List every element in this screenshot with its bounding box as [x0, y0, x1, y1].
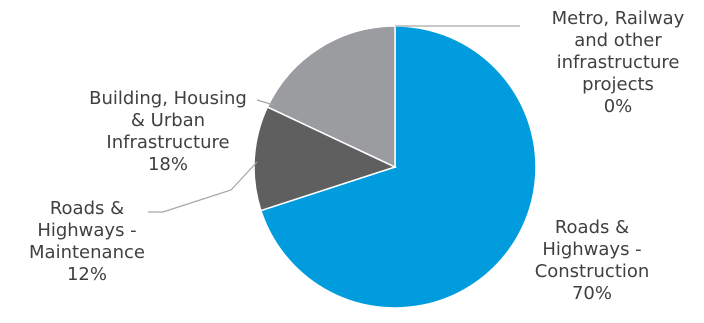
slice-label-roads-highways-maintenance: Roads & Highways -Maintenance 12%: [29, 198, 145, 285]
leader-line-roads-highways-maintenance: [148, 161, 258, 213]
slice-label-line: Roads &: [50, 198, 124, 219]
slice-label-line: Building, Housing: [89, 88, 247, 109]
slice-labels: Roads & Highways -Construction 70%Roads & H…: [29, 8, 685, 304]
pie-slice-roads-highways-construction: [259, 25, 537, 309]
slice-percent-label: 18%: [148, 154, 188, 175]
slice-label-line: Metro, Railway: [552, 8, 685, 29]
slice-percent-label: 12%: [67, 264, 107, 285]
pie-slices: [253, 25, 537, 309]
slice-label-line: & Urban: [131, 110, 205, 131]
pie-slice-roads-highways-maintenance: [253, 105, 398, 212]
slice-label-line: and other: [574, 30, 662, 51]
slice-label-metro-railway-infrastructure: Metro, Railway and other infrastructure pro…: [552, 8, 685, 117]
slice-percent-label: 70%: [572, 283, 612, 304]
slice-label-line: projects: [582, 74, 654, 95]
slice-label-line: Infrastructure: [106, 132, 229, 153]
slice-label-line: Maintenance: [29, 242, 145, 263]
slice-label-building-housing-urban-infrastructure: Building, Housing & Urban Infrastructure 18…: [89, 88, 247, 175]
slice-label-line: infrastructure: [557, 52, 680, 73]
leader-lines: [148, 25, 520, 213]
slice-label-line: Construction: [535, 261, 650, 282]
slice-label-line: Highways -: [542, 239, 641, 260]
leader-line-building-housing-urban-infrastructure: [256, 99, 275, 106]
slice-label-roads-highways-construction: Roads & Highways -Construction 70%: [535, 217, 650, 304]
pie-slice-building-housing-urban-infrastructure: [266, 25, 396, 169]
slice-label-line: Highways -: [37, 220, 136, 241]
slice-label-line: Roads &: [555, 217, 629, 238]
slice-percent-label: 0%: [604, 96, 633, 117]
